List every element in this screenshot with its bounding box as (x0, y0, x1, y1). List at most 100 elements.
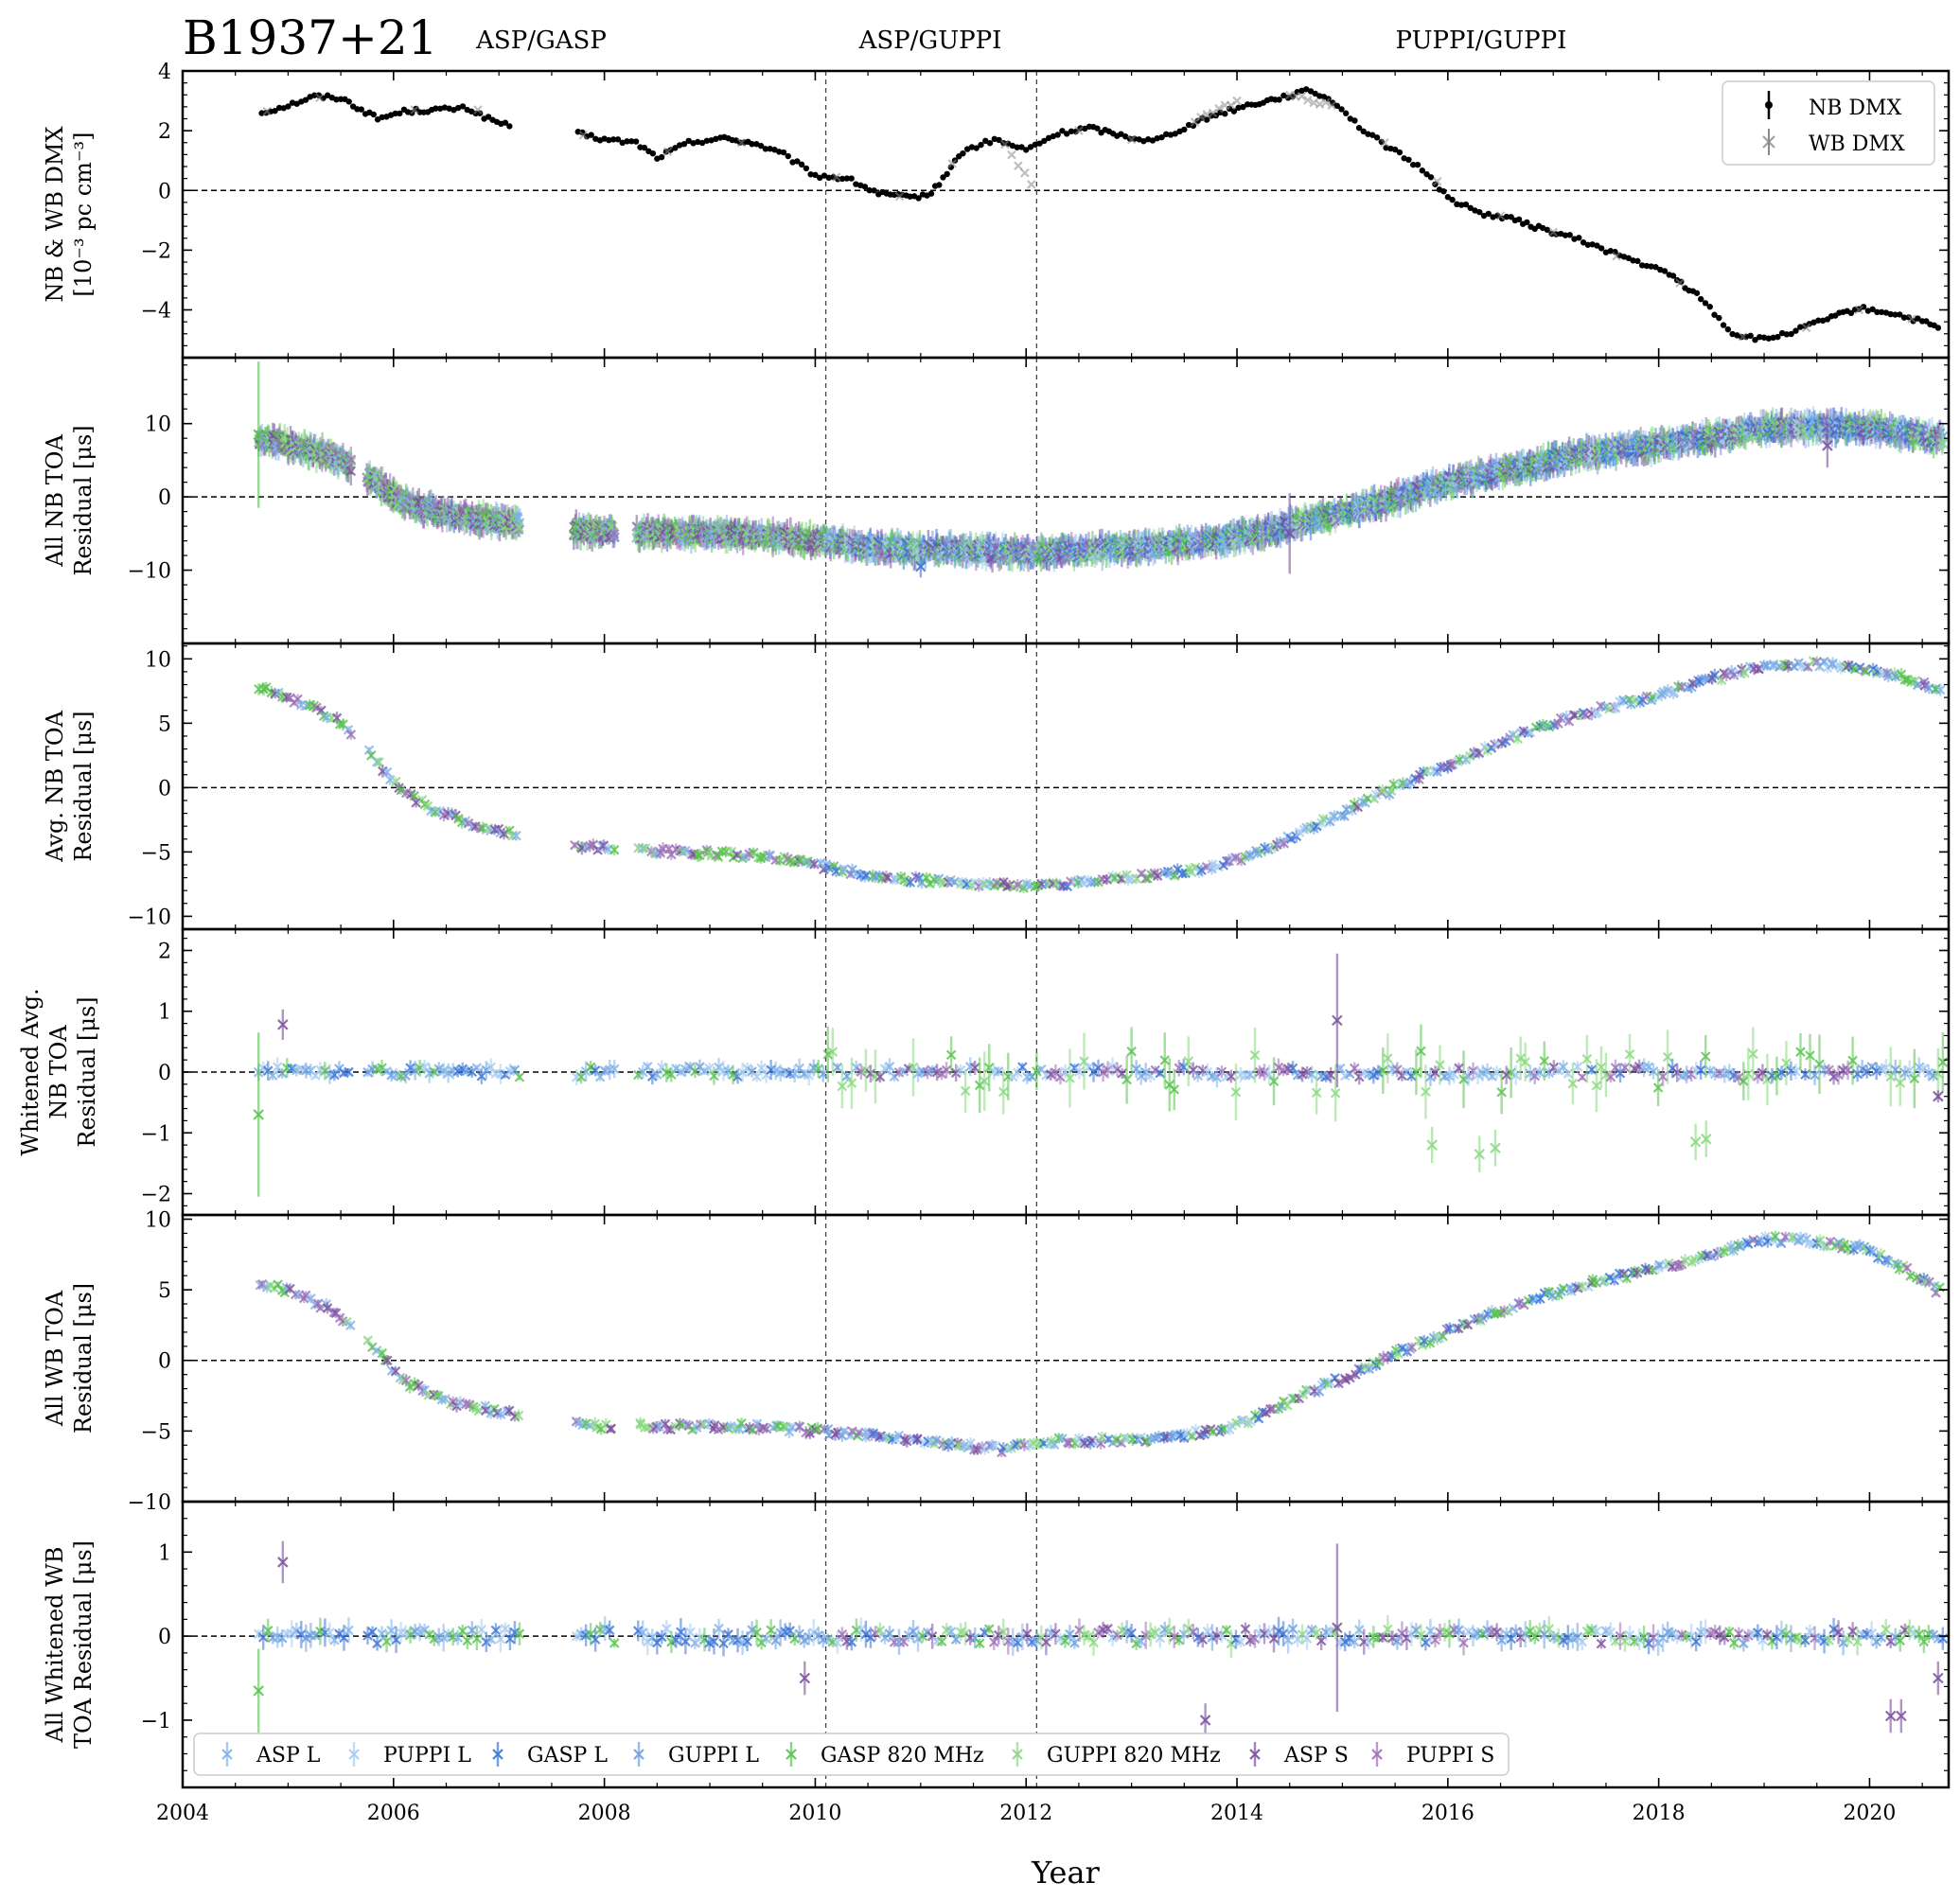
wb-dmx-point (1327, 100, 1337, 111)
nb-dmx-point (1480, 212, 1488, 220)
nb-dmx-point (1276, 97, 1282, 103)
nb-dmx-point (624, 138, 630, 145)
nb-dmx-point (1118, 131, 1124, 137)
nb-dmx-point (767, 146, 773, 152)
nb-dmx-point (1915, 315, 1921, 322)
nb-dmx-point (1788, 330, 1794, 338)
nb-dmx-point (1810, 319, 1817, 325)
nb-dmx-point (358, 106, 364, 113)
nb-dmx-point (1444, 194, 1452, 201)
nb-dmx-point (641, 144, 648, 151)
nb-dmx-point (1094, 125, 1101, 132)
nb-dmx-point (936, 182, 943, 188)
nb-dmx-point (1648, 263, 1654, 270)
wb-dmx-point (410, 105, 419, 114)
wb-dmx-point (1612, 251, 1621, 261)
nb-dmx-point (825, 174, 832, 182)
nb-dmx-point (658, 153, 665, 161)
nb-dmx-point (1355, 124, 1363, 132)
nb-dmx-point (302, 97, 309, 103)
nb-dmx-point (816, 174, 823, 182)
nb-dmx-point (272, 108, 278, 114)
y-tick-label: 4 (158, 61, 171, 84)
nb-dmx-point (1757, 333, 1763, 341)
nb-dmx-point (1204, 116, 1210, 123)
y-axis-label: [10⁻³ pc cm⁻³] (70, 132, 97, 296)
nb-dmx-point (807, 171, 814, 178)
nb-dmx-point (1669, 273, 1677, 279)
nb-dmx-point (944, 170, 950, 178)
nb-dmx-point (698, 139, 706, 147)
nb-dmx-point (436, 105, 444, 112)
nb-dmx-point (333, 96, 340, 103)
y-tick-label: 0 (158, 180, 171, 203)
nb-dmx-point (1342, 110, 1350, 116)
wb-dmx-point (1432, 177, 1442, 186)
wb-dmx-point (1309, 97, 1318, 108)
y-tick-label: −2 (141, 239, 171, 263)
nb-dmx-point (1351, 117, 1358, 124)
wb-dmx-point (831, 172, 841, 182)
nb-dmx-point (1032, 141, 1038, 149)
nb-dmx-point (1391, 146, 1399, 153)
nb-dmx-point (485, 114, 492, 120)
nb-dmx-point (1405, 156, 1412, 164)
nb-dmx-point (703, 137, 711, 144)
nb-dmx-point (1036, 140, 1043, 147)
nb-dmx-point (1515, 216, 1523, 223)
nb-dmx-point (1892, 311, 1898, 318)
nb-dmx-point (871, 187, 877, 194)
wb-dmx-point (1738, 332, 1748, 342)
wb-dmx-point (1232, 96, 1242, 106)
wb-dmx-point (1907, 314, 1916, 324)
wb-dmx-point (1854, 305, 1864, 315)
nb-dmx-point (1702, 300, 1709, 307)
nb-dmx-point (982, 137, 989, 145)
nb-dmx-point (1607, 248, 1614, 255)
nb-dmx-point (1410, 161, 1417, 168)
wb-dmx-point (473, 105, 483, 114)
nb-dmx-point (780, 149, 787, 156)
nb-dmx-point (680, 140, 688, 148)
nb-dmx-point (1059, 128, 1066, 134)
nb-dmx-point (1454, 201, 1460, 208)
nb-dmx-point (1770, 334, 1776, 342)
panel-1: NB DMX WB DMX −4 −2 0 2 4 NB & WB DMX [10⁻³ pc c… (42, 61, 1951, 360)
nb-dmx-point (397, 110, 403, 117)
nb-dmx-point (588, 132, 594, 138)
nb-dmx-point (1181, 126, 1188, 133)
nb-dmx-point (1467, 204, 1474, 211)
nb-dmx-point (1934, 325, 1942, 331)
nb-dmx-point (1419, 167, 1425, 174)
nb-dmx-point (1396, 149, 1404, 156)
nb-dmx-point (1661, 268, 1669, 274)
y-tick-label: 2 (158, 120, 171, 144)
nb-dmx-point (1373, 134, 1381, 141)
nb-dmx-point (285, 103, 291, 110)
nb-dmx-point (441, 104, 449, 111)
nb-dmx-point (695, 138, 701, 146)
nb-dmx-point (1720, 322, 1727, 328)
nb-dmx-point (1706, 304, 1713, 310)
nb-dmx-point (996, 136, 1002, 144)
nb-dmx-point (1760, 334, 1768, 341)
nb-dmx-point (1365, 131, 1371, 137)
legend-wb-label: WB DMX (1809, 132, 1905, 156)
nb-dmx-point (1462, 201, 1470, 208)
nb-dmx-point (1815, 317, 1822, 324)
nb-dmx-point (1860, 304, 1867, 310)
nb-dmx-point (1847, 309, 1855, 317)
backend-label-asp-gasp: ASP/GASP (475, 26, 607, 55)
wb-dmx-point (1000, 139, 1010, 150)
nb-dmx-point (450, 107, 457, 114)
toa-point (345, 454, 357, 465)
nb-dmx-point (502, 119, 509, 126)
legend-frame (1722, 80, 1935, 166)
wb-dmx-point (947, 159, 958, 168)
nb-dmx-point (1158, 133, 1165, 141)
wb-dmx-point (262, 106, 272, 116)
nb-dmx-point (632, 138, 640, 145)
wb-dmx-point (736, 137, 747, 148)
nb-dmx-point (1387, 145, 1394, 152)
